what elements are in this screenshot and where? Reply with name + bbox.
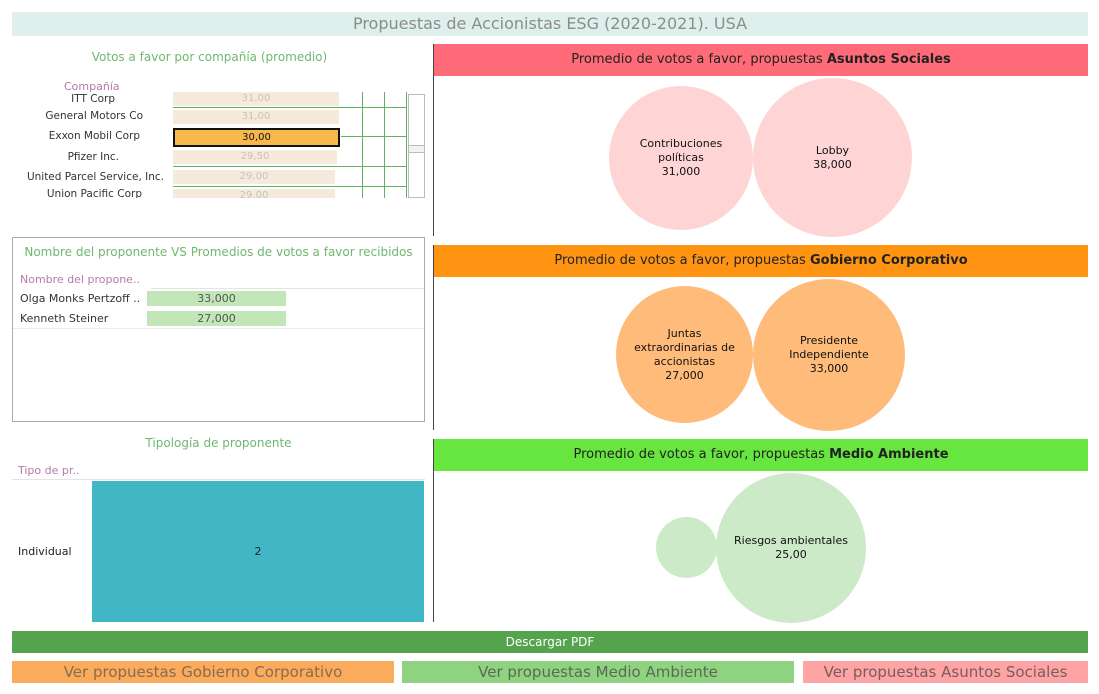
- governance-header-bold: Gobierno Corporativo: [809, 253, 968, 268]
- gridline: [406, 92, 407, 198]
- gridline: [362, 92, 363, 198]
- proponent-name: Olga Monks Pertzoff ..: [20, 292, 141, 305]
- proponent-bar[interactable]: 27,000: [147, 311, 286, 326]
- social-header-bold: Asuntos Sociales: [826, 52, 951, 67]
- company-bar-selected[interactable]: 30,00: [173, 128, 340, 147]
- typology-name: Individual: [18, 545, 72, 558]
- company-bar[interactable]: 29,50: [173, 150, 337, 164]
- separator: [433, 44, 434, 236]
- row-divider: [173, 107, 406, 108]
- bubble-independent-chair[interactable]: Presidente Independiente 33,000: [753, 279, 905, 431]
- governance-button[interactable]: Ver propuestas Gobierno Corporativo: [12, 661, 394, 683]
- proponent-panel: Nombre del proponente VS Promedios de vo…: [12, 237, 425, 422]
- bubble-value: 38,000: [813, 157, 852, 171]
- company-name: Union Pacific Corp: [46, 188, 142, 198]
- separator: [433, 439, 434, 622]
- company-bar[interactable]: 31,00: [173, 92, 339, 106]
- environment-header-prefix: Promedio de votos a favor, propuestas: [573, 447, 830, 462]
- bubble-lobby[interactable]: Lobby 38,000: [753, 78, 912, 237]
- proponent-bar[interactable]: 33,000: [147, 291, 286, 306]
- download-pdf-button[interactable]: Descargar PDF: [12, 631, 1088, 653]
- company-name: United Parcel Service, Inc.: [26, 171, 164, 183]
- environment-section-header: Promedio de votos a favor, propuestas Me…: [434, 439, 1088, 471]
- social-header-prefix: Promedio de votos a favor, propuestas: [571, 52, 827, 67]
- bubble-label: Lobby: [815, 143, 850, 157]
- typology-panel-title: Tipología de proponente: [145, 436, 292, 450]
- governance-header-prefix: Promedio de votos a favor, propuestas: [554, 253, 810, 268]
- bubble-political-contributions[interactable]: Contribuciones políticas 31,000: [609, 86, 753, 230]
- separator: [433, 245, 434, 430]
- proponent-panel-title: Nombre del proponente VS Promedios de vo…: [24, 245, 413, 259]
- social-section-header: Promedio de votos a favor, propuestas As…: [434, 44, 1088, 76]
- company-name: Exxon Mobil Corp: [48, 130, 140, 142]
- bubble-label: Contribuciones políticas: [639, 137, 723, 164]
- company-field-label: Compañía: [64, 80, 120, 93]
- divider: [13, 328, 424, 329]
- company-name: ITT Corp: [71, 93, 115, 105]
- divider: [151, 288, 424, 289]
- company-name: Pfizer Inc.: [67, 151, 119, 163]
- company-bar[interactable]: 29,00: [173, 189, 335, 198]
- typology-bar[interactable]: 2: [92, 481, 424, 622]
- company-list: ITT Corp 31,00 General Motors Co 31,00 E…: [12, 92, 422, 198]
- governance-section-header: Promedio de votos a favor, propuestas Go…: [434, 245, 1088, 277]
- scroll-thumb[interactable]: [409, 145, 424, 153]
- bubble-label: Riesgos ambientales: [734, 534, 848, 547]
- proponent-name: Kenneth Steiner: [20, 312, 109, 325]
- typology-field-label: Tipo de pr..: [18, 464, 80, 477]
- bubble-value: 33,000: [809, 362, 849, 375]
- bubble-extraordinary-meetings[interactable]: Juntas extraordinarias de accionistas 27…: [616, 286, 753, 423]
- bubble-label: Presidente Independiente: [789, 334, 869, 361]
- row-divider: [341, 136, 406, 137]
- environment-button[interactable]: Ver propuestas Medio Ambiente: [402, 661, 794, 683]
- company-bar[interactable]: 29,00: [173, 170, 335, 184]
- row-divider: [173, 186, 406, 187]
- company-name: General Motors Co: [45, 110, 143, 122]
- divider: [12, 479, 425, 480]
- company-bar[interactable]: 31,00: [173, 110, 339, 124]
- bubble-unlabeled[interactable]: [656, 517, 717, 578]
- page-title: Propuestas de Accionistas ESG (2020-2021…: [12, 12, 1088, 36]
- company-panel-title: Votos a favor por compañía (promedio): [91, 50, 328, 64]
- bubble-value: 25,00: [775, 548, 807, 561]
- bubble-value: 31,000: [661, 165, 701, 178]
- gridline: [384, 92, 385, 198]
- social-button[interactable]: Ver propuestas Asuntos Sociales: [803, 661, 1088, 683]
- bubble-environmental-risks[interactable]: Riesgos ambientales 25,00: [716, 473, 866, 623]
- row-divider: [173, 166, 406, 167]
- bubble-label: Juntas extraordinarias de accionistas: [634, 326, 735, 368]
- proponent-field-label: Nombre del propone..: [20, 273, 140, 286]
- bubble-value: 27,000: [665, 368, 704, 382]
- environment-header-bold: Medio Ambiente: [829, 447, 949, 462]
- company-scrollbar[interactable]: [408, 94, 425, 198]
